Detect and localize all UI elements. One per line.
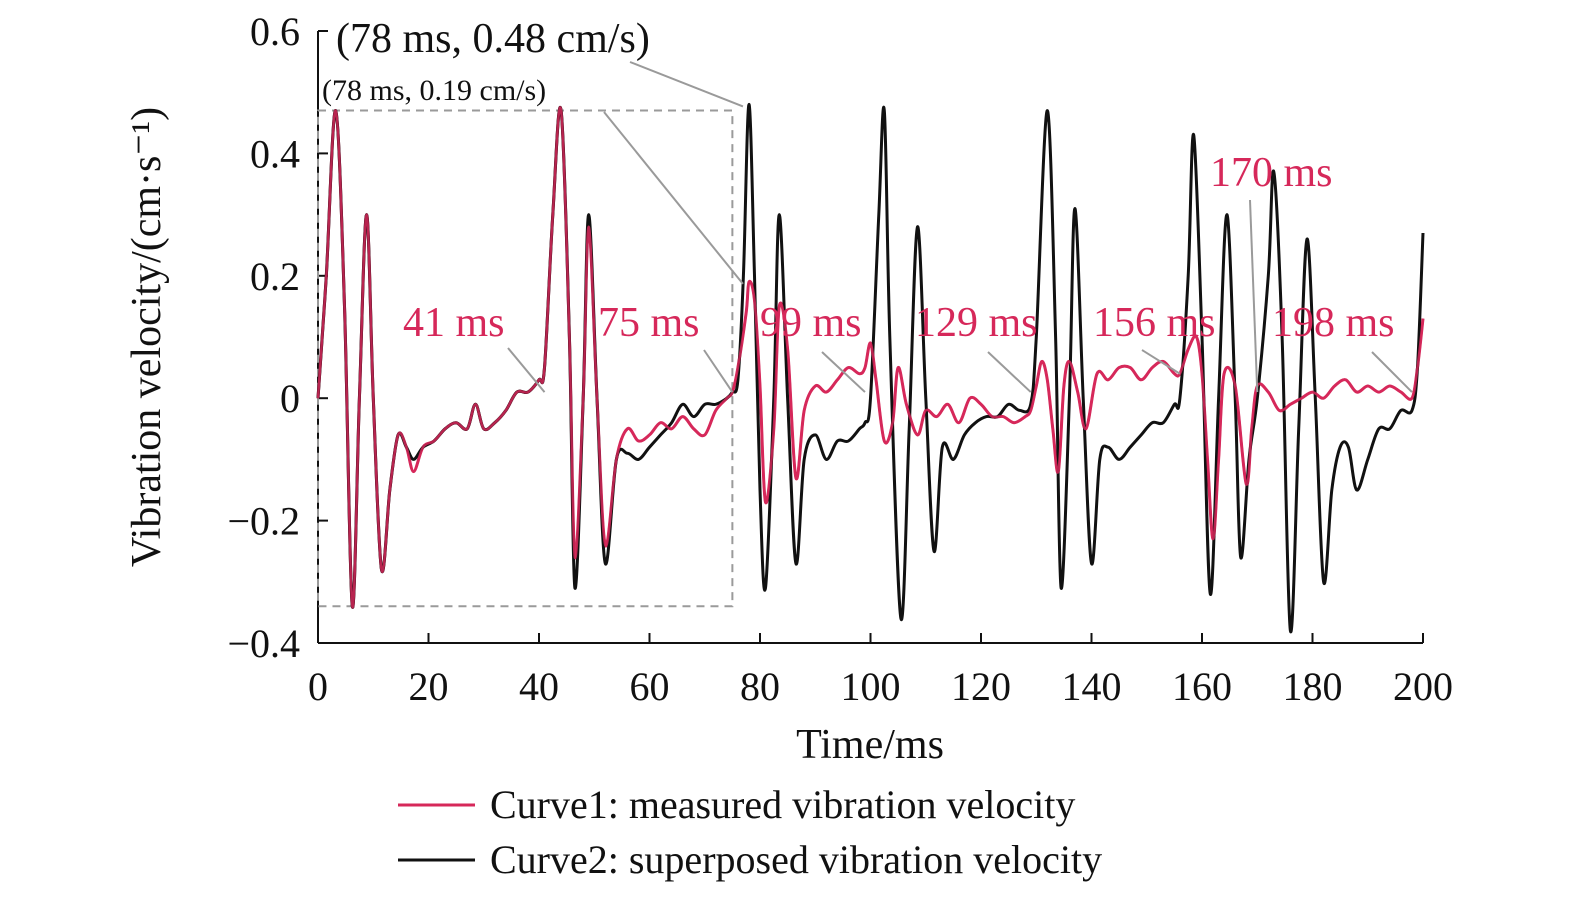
- annotation-time-marker: 41 ms: [403, 300, 505, 346]
- annotation-time-marker: 170 ms: [1210, 150, 1333, 196]
- annotation-time-marker: 198 ms: [1272, 300, 1395, 346]
- zoom-region-box: [317, 109, 734, 608]
- x-tick-label: 100: [841, 664, 901, 709]
- y-tick-label: 0: [280, 376, 300, 421]
- legend-label-curve2: Curve2: superposed vibration velocity: [490, 837, 1102, 882]
- x-tick-label: 80: [740, 664, 780, 709]
- legend-label-curve1: Curve1: measured vibration velocity: [490, 782, 1075, 827]
- leader-line-time-marker: [1371, 351, 1413, 393]
- annotation-time-marker: 129 ms: [915, 300, 1038, 346]
- x-tick-label: 140: [1062, 664, 1122, 709]
- legend: Curve1: measured vibration velocity Curv…: [398, 782, 1102, 882]
- x-tick-label: 40: [519, 664, 559, 709]
- y-tick-label: 0.6: [250, 9, 300, 54]
- y-tick-label: −0.2: [227, 499, 300, 544]
- series-line-measured-overlay: [316, 106, 1425, 609]
- leader-line-time-marker: [987, 351, 1032, 393]
- leader-line-peak-superposed: [629, 61, 744, 108]
- y-tick-label: 0.2: [250, 254, 300, 299]
- x-tick-label: 0: [308, 664, 328, 709]
- annotation-time-marker: 99 ms: [760, 300, 862, 346]
- leader-line-time-marker: [821, 351, 866, 393]
- x-axis-title: Time/ms: [796, 722, 944, 768]
- leader-line-peak-measured: [603, 111, 744, 285]
- annotation-time-marker: 156 ms: [1093, 300, 1216, 346]
- annotation-peak-superposed: (78 ms, 0.48 cm/s): [336, 16, 650, 62]
- leader-line-time-marker: [507, 347, 546, 393]
- x-tick-label: 20: [409, 664, 449, 709]
- axes: 0 20 40 60 80 100 120 140 160 180 200 −0.4 −0.2 0 0.2 0…: [227, 9, 1453, 709]
- leader-line-time-marker: [703, 349, 734, 393]
- annotation-time-marker: 75 ms: [598, 300, 700, 346]
- leader-line-time-marker: [1141, 349, 1181, 375]
- y-tick-label: 0.4: [250, 131, 300, 176]
- annotation-layer: (78 ms, 0.48 cm/s) (78 ms, 0.19 cm/s) 41 m…: [322, 16, 1413, 393]
- x-tick-label: 200: [1393, 664, 1453, 709]
- leader-line-time-marker: [1249, 199, 1259, 393]
- x-tick-label: 60: [630, 664, 670, 709]
- y-tick-label: −0.4: [227, 621, 300, 666]
- y-axis-title: Vibration velocity/(cm·s⁻¹): [124, 107, 170, 567]
- x-tick-label: 120: [951, 664, 1011, 709]
- dashed-box-layer: [317, 109, 734, 608]
- series-layer: [316, 102, 1425, 634]
- x-tick-label: 180: [1283, 664, 1343, 709]
- annotation-peak-measured: (78 ms, 0.19 cm/s): [322, 74, 546, 107]
- x-tick-label: 160: [1172, 664, 1232, 709]
